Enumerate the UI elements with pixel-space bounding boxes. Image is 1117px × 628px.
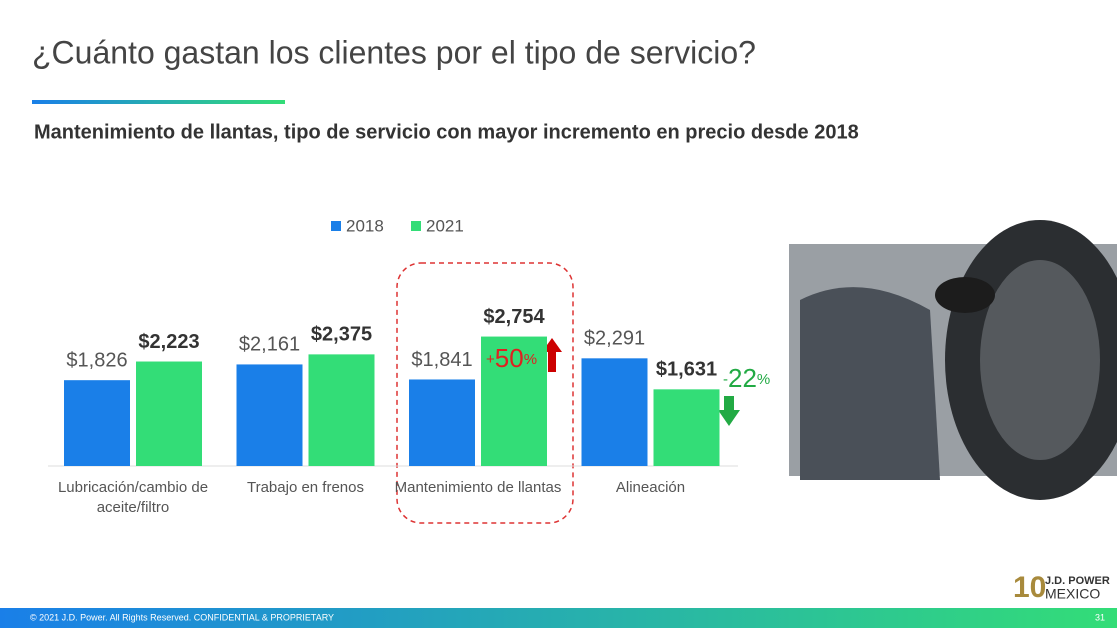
title: ¿Cuánto gastan los clientes por el tipo … (32, 34, 756, 70)
bar (64, 380, 130, 466)
bar (136, 361, 202, 466)
copyright: © 2021 J.D. Power. All Rights Reserved. … (30, 612, 334, 622)
legend-label: 2021 (426, 216, 464, 235)
annotation: +50% (486, 343, 537, 373)
bar (308, 354, 375, 466)
subtitle: Mantenimiento de llantas, tipo de servic… (34, 121, 859, 143)
annotation: -22% (723, 363, 770, 393)
title-underline (32, 100, 285, 104)
value-label: $1,826 (66, 349, 127, 371)
x-tick-label: Alineación (615, 479, 686, 496)
value-label: $2,375 (311, 324, 372, 346)
down-arrow (718, 396, 740, 426)
legend-label: 2018 (346, 216, 384, 235)
value-label: $2,161 (239, 334, 300, 356)
bar (653, 389, 720, 466)
bar (236, 364, 303, 466)
value-label: $1,631 (656, 359, 717, 381)
page-number: 31 (1095, 612, 1105, 622)
annotation-prefix: + (486, 351, 495, 368)
legend-swatch (411, 221, 421, 231)
value-label: $2,223 (138, 331, 199, 353)
photo (789, 220, 1117, 500)
bar (409, 379, 475, 466)
bar (581, 358, 648, 466)
annotation-value: 50 (495, 343, 524, 373)
annotation-suffix: % (524, 351, 537, 368)
value-label: $2,291 (584, 328, 645, 350)
bar (481, 336, 547, 466)
annotation-value: 22 (728, 363, 757, 393)
x-tick-label: Trabajo en frenos (246, 479, 364, 496)
annotation-prefix: - (723, 371, 728, 388)
value-label: $2,754 (483, 306, 545, 328)
x-tick-label: Lubricación/cambio de aceite/filtro (57, 479, 209, 516)
logo-brand: J.D. POWER (1045, 575, 1110, 587)
x-tick-label: Mantenimiento de llantas (394, 479, 562, 496)
highlight-box (396, 262, 574, 524)
annotation-suffix: % (757, 371, 770, 388)
logo-number: 10 (1013, 571, 1046, 604)
logo-region: MEXICO (1045, 586, 1100, 602)
legend-swatch (331, 221, 341, 231)
value-label: $1,841 (411, 349, 472, 371)
footer-bar (0, 608, 1117, 628)
